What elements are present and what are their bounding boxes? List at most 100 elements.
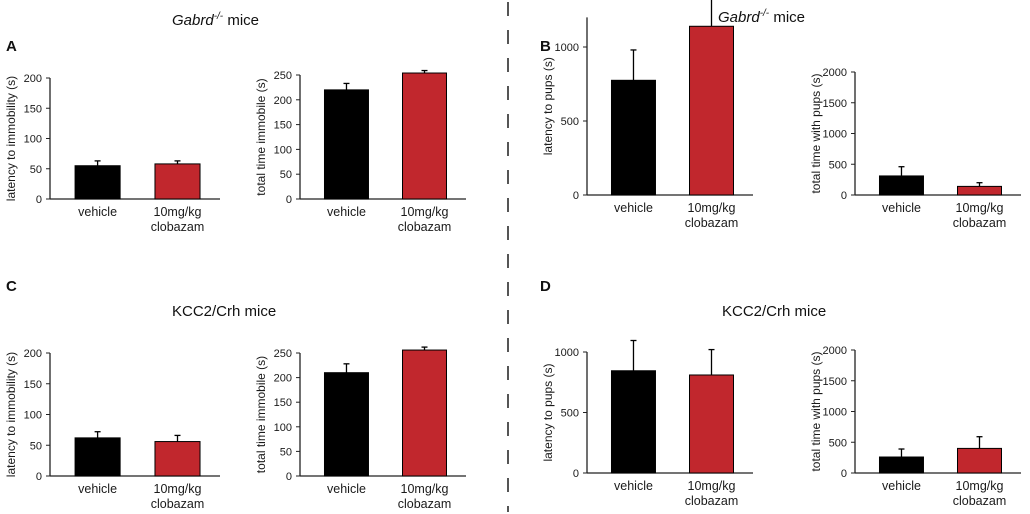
section-title-a-rest: mice: [223, 12, 259, 29]
x-category-label: clobazam: [953, 216, 1007, 230]
x-category-label: clobazam: [398, 497, 452, 511]
x-category-label: 10mg/kg: [401, 482, 449, 496]
chart-a-left: 0 50 100 150 200 latency to immobility (s) veh…: [4, 73, 220, 234]
x-category-label: 10mg/kg: [688, 201, 736, 215]
section-title-c: KCC2/Crh mice: [172, 303, 276, 320]
y-tick-label: 100: [24, 134, 42, 146]
y-tick-label: 150: [274, 397, 292, 409]
y-tick-label: 0: [36, 471, 42, 483]
y-tick-label: 200: [24, 73, 42, 85]
bar-clobazam: [957, 447, 1002, 474]
bar-vehicle: [610, 79, 656, 196]
y-tick-label: 150: [24, 379, 42, 391]
bar-vehicle: [878, 175, 924, 196]
y-tick-label: 1000: [555, 42, 579, 54]
bar-clobazam: [402, 349, 447, 477]
x-category-label: 10mg/kg: [401, 205, 449, 219]
y-tick-label: 500: [829, 159, 847, 171]
y-tick-label: 2000: [823, 345, 847, 357]
x-category-label: 10mg/kg: [688, 479, 736, 493]
y-tick-label: 1000: [823, 129, 847, 141]
y-tick-label: 1500: [823, 376, 847, 388]
y-axis-label: total time immobile (s): [254, 356, 268, 473]
y-tick-label: 500: [829, 437, 847, 449]
panel-letter-d: D: [540, 278, 551, 295]
y-tick-label: 0: [36, 194, 42, 206]
bar-clobazam: [689, 374, 734, 474]
x-category-label: vehicle: [882, 201, 921, 215]
bar-clobazam: [689, 25, 734, 196]
bar-vehicle: [74, 165, 121, 200]
y-tick-label: 0: [841, 468, 847, 480]
x-category-label: vehicle: [882, 479, 921, 493]
y-tick-label: 50: [280, 446, 292, 458]
y-tick-label: 0: [573, 190, 579, 202]
y-tick-label: 50: [280, 169, 292, 181]
bar-clobazam: [154, 441, 201, 477]
y-tick-label: 0: [573, 468, 579, 480]
section-title-b-rest: mice: [769, 9, 805, 26]
x-category-label: 10mg/kg: [956, 201, 1004, 215]
y-tick-label: 50: [30, 440, 42, 452]
y-tick-label: 200: [274, 373, 292, 385]
y-tick-label: 0: [841, 190, 847, 202]
y-tick-label: 500: [561, 116, 579, 128]
panel-letter-a: A: [6, 38, 17, 55]
x-category-label: clobazam: [685, 494, 739, 508]
bar-vehicle: [610, 370, 656, 474]
y-axis-label: latency to pups (s): [541, 363, 555, 461]
bar-vehicle: [323, 89, 369, 200]
y-tick-label: 250: [274, 70, 292, 82]
y-axis-label: total time with pups (s): [809, 73, 823, 193]
x-category-label: clobazam: [151, 220, 205, 234]
y-tick-label: 150: [24, 103, 42, 115]
section-title-d: KCC2/Crh mice: [722, 303, 826, 320]
x-category-label: 10mg/kg: [154, 482, 202, 496]
y-axis-label: total time with pups (s): [809, 351, 823, 471]
x-category-label: vehicle: [78, 482, 117, 496]
y-axis-label: latency to immobility (s): [4, 76, 18, 201]
panel-letter-c: C: [6, 278, 17, 295]
bar-clobazam: [402, 72, 447, 200]
y-tick-label: 0: [286, 194, 292, 206]
bar-vehicle: [878, 456, 924, 474]
x-category-label: clobazam: [398, 220, 452, 234]
x-category-label: vehicle: [614, 201, 653, 215]
bar-vehicle: [74, 437, 121, 477]
x-category-label: clobazam: [685, 216, 739, 230]
y-axis-label: total time immobile (s): [254, 78, 268, 195]
bar-clobazam: [154, 163, 201, 200]
y-tick-label: 2000: [823, 67, 847, 79]
section-header-b: B Gabrd-/- mice: [540, 8, 805, 55]
x-category-label: 10mg/kg: [956, 479, 1004, 493]
section-title-b: Gabrd-/- mice: [718, 8, 805, 26]
section-title-b-sup: -/-: [760, 8, 770, 19]
x-category-label: clobazam: [151, 497, 205, 511]
chart-c-left: 0 50 100 150 200 latency to immobility (s) veh…: [4, 348, 220, 511]
x-category-label: vehicle: [78, 205, 117, 219]
section-title-b-main: Gabrd: [718, 9, 760, 26]
y-tick-label: 1000: [823, 407, 847, 419]
y-tick-label: 150: [274, 120, 292, 132]
x-category-label: vehicle: [614, 479, 653, 493]
y-tick-label: 1000: [555, 347, 579, 359]
section-title-a-main: Gabrd: [172, 12, 214, 29]
section-title-a-sup: -/-: [214, 11, 224, 22]
y-axis-label: latency to immobility (s): [4, 352, 18, 477]
y-tick-label: 1500: [823, 98, 847, 110]
bar-clobazam: [957, 185, 1002, 196]
x-category-label: clobazam: [953, 494, 1007, 508]
section-title-a: Gabrd-/- mice: [172, 11, 259, 29]
chart-c-right: 0 50 100 150 200 250 total time immobile (s) ve…: [254, 346, 466, 511]
x-category-label: vehicle: [327, 482, 366, 496]
y-tick-label: 250: [274, 348, 292, 360]
y-tick-label: 100: [24, 410, 42, 422]
section-header-d: D KCC2/Crh mice: [540, 278, 826, 320]
y-tick-label: 100: [274, 422, 292, 434]
x-category-label: 10mg/kg: [154, 205, 202, 219]
